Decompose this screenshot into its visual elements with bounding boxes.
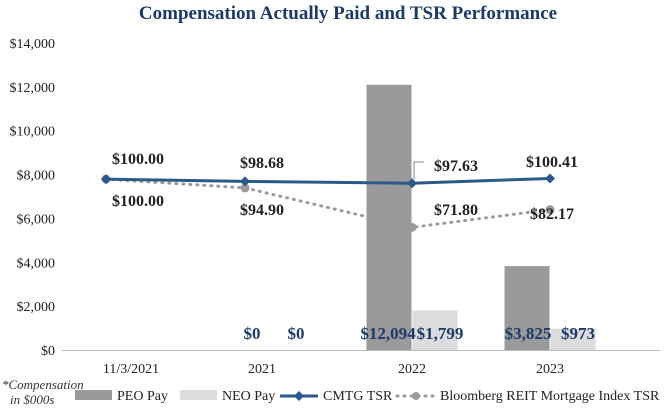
bar-neo-pay (412, 310, 458, 350)
y-tick-label: $12,000 (10, 81, 56, 96)
peo-pay-label: $0 (244, 324, 261, 343)
x-tick-label: 2023 (536, 362, 564, 377)
x-tick-label: 11/3/2021 (103, 362, 159, 377)
footnote-line2: in $000s (10, 392, 54, 407)
bar-peo-pay (504, 266, 550, 350)
value-labels: $100.00 $98.68 $97.63 $100.41 $100.00 $94.90 $… (112, 151, 595, 343)
bloomberg-tsr-label: $100.00 (112, 193, 164, 210)
bloomberg-tsr-label: $94.90 (240, 202, 284, 219)
legend-label: NEO Pay (222, 389, 275, 404)
tsr-lines (101, 161, 555, 232)
bar-peo-pay (366, 84, 412, 350)
cmtg-tsr-label: $100.00 (112, 151, 164, 168)
bloomberg-tsr-line (104, 177, 552, 229)
legend-label: CMTG TSR (323, 389, 393, 404)
legend-swatch-neo (180, 390, 217, 400)
cmtg-tsr-label: $100.41 (526, 154, 578, 171)
footnote-line1: *Compensation (2, 377, 84, 392)
peo-pay-label: $12,094 (360, 324, 416, 343)
x-axis: 11/3/2021 2021 2022 2023 (62, 350, 660, 377)
cmtg-tsr-label: $97.63 (434, 158, 478, 175)
x-tick-label: 2022 (398, 362, 426, 377)
bloomberg-tsr-point (545, 205, 555, 215)
peo-pay-label: $3,825 (505, 324, 552, 343)
cmtg-tsr-point (407, 178, 417, 189)
cmtg-tsr-point (101, 174, 111, 185)
x-tick-label: 2021 (248, 362, 276, 377)
leader-line (413, 161, 424, 180)
bars (366, 84, 596, 350)
bloomberg-tsr-point (240, 183, 250, 193)
neo-pay-label: $1,799 (417, 324, 464, 343)
cmtg-tsr-point (545, 173, 555, 184)
legend: PEO Pay NEO Pay CMTG TSR Bloomberg REIT Mor… (75, 389, 660, 404)
bloomberg-tsr-point (407, 222, 417, 232)
legend-swatch-cmtg-marker (294, 391, 304, 401)
neo-pay-label: $973 (561, 324, 595, 343)
legend-label: PEO Pay (117, 389, 168, 404)
y-tick-label: $4,000 (17, 256, 56, 271)
legend-swatch-bloomberg-marker (412, 392, 420, 400)
legend-swatch-peo (75, 390, 112, 400)
y-tick-label: $8,000 (17, 169, 56, 184)
y-tick-label: $2,000 (17, 300, 56, 315)
legend-label: Bloomberg REIT Mortgage Index TSR (440, 389, 660, 404)
y-tick-label: $10,000 (10, 125, 56, 140)
y-axis: $14,000 $12,000 $10,000 $8,000 $6,000 $4,000 $… (10, 37, 56, 359)
y-tick-label: $6,000 (17, 212, 56, 227)
bar-neo-pay (550, 328, 596, 350)
chart-title: Compensation Actually Paid and TSR Perfo… (139, 3, 557, 24)
cmtg-tsr-line (105, 176, 551, 185)
cmtg-tsr-label: $98.68 (240, 155, 284, 172)
neo-pay-label: $0 (288, 324, 305, 343)
y-tick-label: $0 (41, 344, 55, 359)
bloomberg-tsr-label: $71.80 (434, 202, 478, 219)
cmtg-tsr-point (240, 176, 250, 187)
y-tick-label: $14,000 (10, 37, 56, 52)
bloomberg-tsr-label: $82.17 (530, 206, 574, 223)
